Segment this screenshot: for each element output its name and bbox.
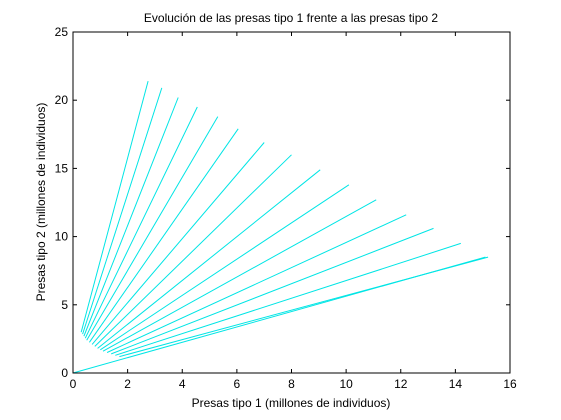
series-line-14	[111, 227, 434, 355]
series-line-16	[119, 256, 489, 358]
plot-lines	[72, 80, 489, 374]
plot-area-frame	[72, 31, 511, 374]
x-tick-label: 2	[124, 377, 131, 391]
chart-title: Evolución de las presas tipo 1 frente a …	[144, 11, 438, 25]
x-tick-label: 10	[339, 377, 353, 391]
y-tick-label: 15	[55, 161, 69, 175]
y-axis-label: Presas tipo 2 (millones de individuos)	[34, 103, 48, 302]
series-line-7	[88, 128, 239, 343]
series-line-10	[97, 169, 321, 349]
y-tick-label: 20	[55, 93, 69, 107]
series-line-9	[94, 154, 292, 347]
series-line-13	[106, 214, 407, 353]
x-tick-label: 16	[503, 377, 517, 391]
y-tick-label: 10	[55, 230, 69, 244]
series-line-3	[82, 87, 163, 335]
y-tick-label: 25	[55, 25, 69, 39]
x-tick-label: 6	[234, 377, 241, 391]
series-line-4	[83, 97, 179, 337]
x-axis-label: Presas tipo 1 (millones de individuos)	[192, 396, 391, 410]
series-line-6	[86, 116, 219, 341]
x-tick-label: 4	[179, 377, 186, 391]
series-line-15	[115, 242, 461, 356]
y-tick-label: 0	[61, 366, 68, 380]
x-tick-label: 14	[449, 377, 463, 391]
series-line-2	[80, 80, 149, 333]
x-tick-label: 12	[394, 377, 408, 391]
x-tick-label: 8	[288, 377, 295, 391]
axes: 0 2 4 6 8 10 12 14 16 0 5 10 15 20 25	[55, 25, 517, 391]
y-tick-label: 5	[61, 298, 68, 312]
series-line-12	[102, 199, 377, 352]
series-line-11	[100, 184, 350, 351]
x-tick-label: 0	[70, 377, 77, 391]
series-line-8	[91, 142, 265, 345]
series-line-5	[84, 106, 198, 339]
